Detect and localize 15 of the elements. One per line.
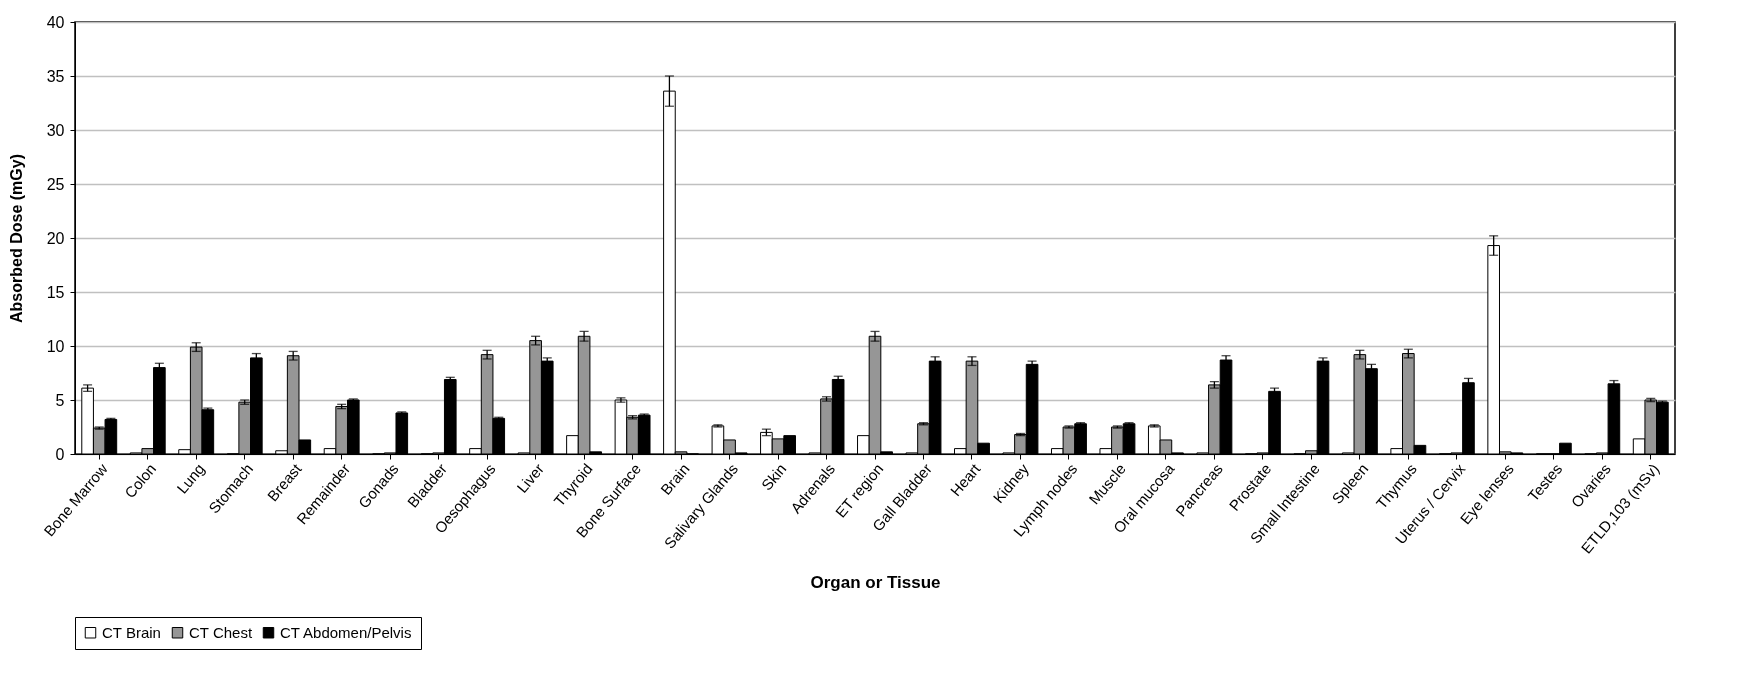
y-tick-label: 10: [46, 337, 65, 355]
y-tick-label: 25: [46, 175, 65, 193]
y-tick-label: 15: [46, 283, 65, 301]
y-tick-label: 35: [46, 67, 65, 85]
y-tick-label: 0: [55, 445, 65, 463]
y-tick-label: 30: [46, 121, 65, 139]
legend-label: CT Chest: [189, 623, 253, 641]
y-tick-label: 5: [55, 391, 65, 409]
legend-label: CT Brain: [102, 623, 161, 641]
x-tick-label: Skin: [757, 460, 790, 494]
y-tick-label: 40: [46, 13, 65, 31]
y-tick-label: 20: [46, 229, 65, 247]
y-axis-title: Absorbed Dose (mGy): [7, 154, 25, 323]
legend-label: CT Abdomen/Pelvis: [280, 623, 412, 641]
x-axis-title: Organ or Tissue: [810, 572, 941, 592]
